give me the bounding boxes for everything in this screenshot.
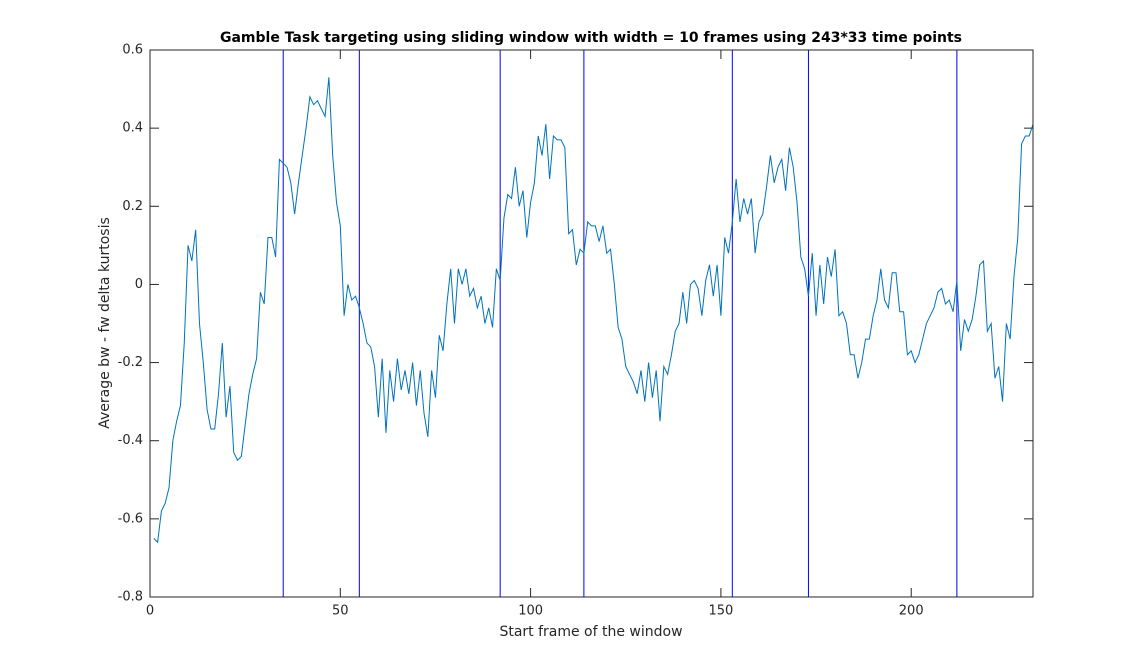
x-tick-label: 150 [708, 604, 733, 619]
y-tick-label: 0 [135, 277, 143, 292]
y-tick-label: -0.4 [118, 433, 143, 448]
y-axis-label: Average bw - fw delta kurtosis [97, 217, 113, 429]
chart-title: Gamble Task targeting using sliding wind… [220, 30, 962, 46]
y-tick-label: 0.4 [122, 121, 143, 136]
y-tick-label: -0.2 [118, 355, 143, 370]
x-tick-label: 50 [332, 604, 349, 619]
data-line [153, 77, 1034, 544]
y-tick-label: -0.6 [118, 511, 143, 526]
y-tick-label: 0.2 [122, 199, 143, 214]
x-tick-label: 0 [146, 604, 154, 619]
x-tick-label: 100 [518, 604, 543, 619]
axes-box [149, 49, 1034, 598]
y-tick-label: -0.8 [118, 590, 143, 605]
x-tick-label: 200 [899, 604, 924, 619]
plot-area [150, 50, 1033, 597]
x-axis-label: Start frame of the window [499, 624, 682, 640]
y-tick-label: 0.6 [122, 43, 143, 58]
